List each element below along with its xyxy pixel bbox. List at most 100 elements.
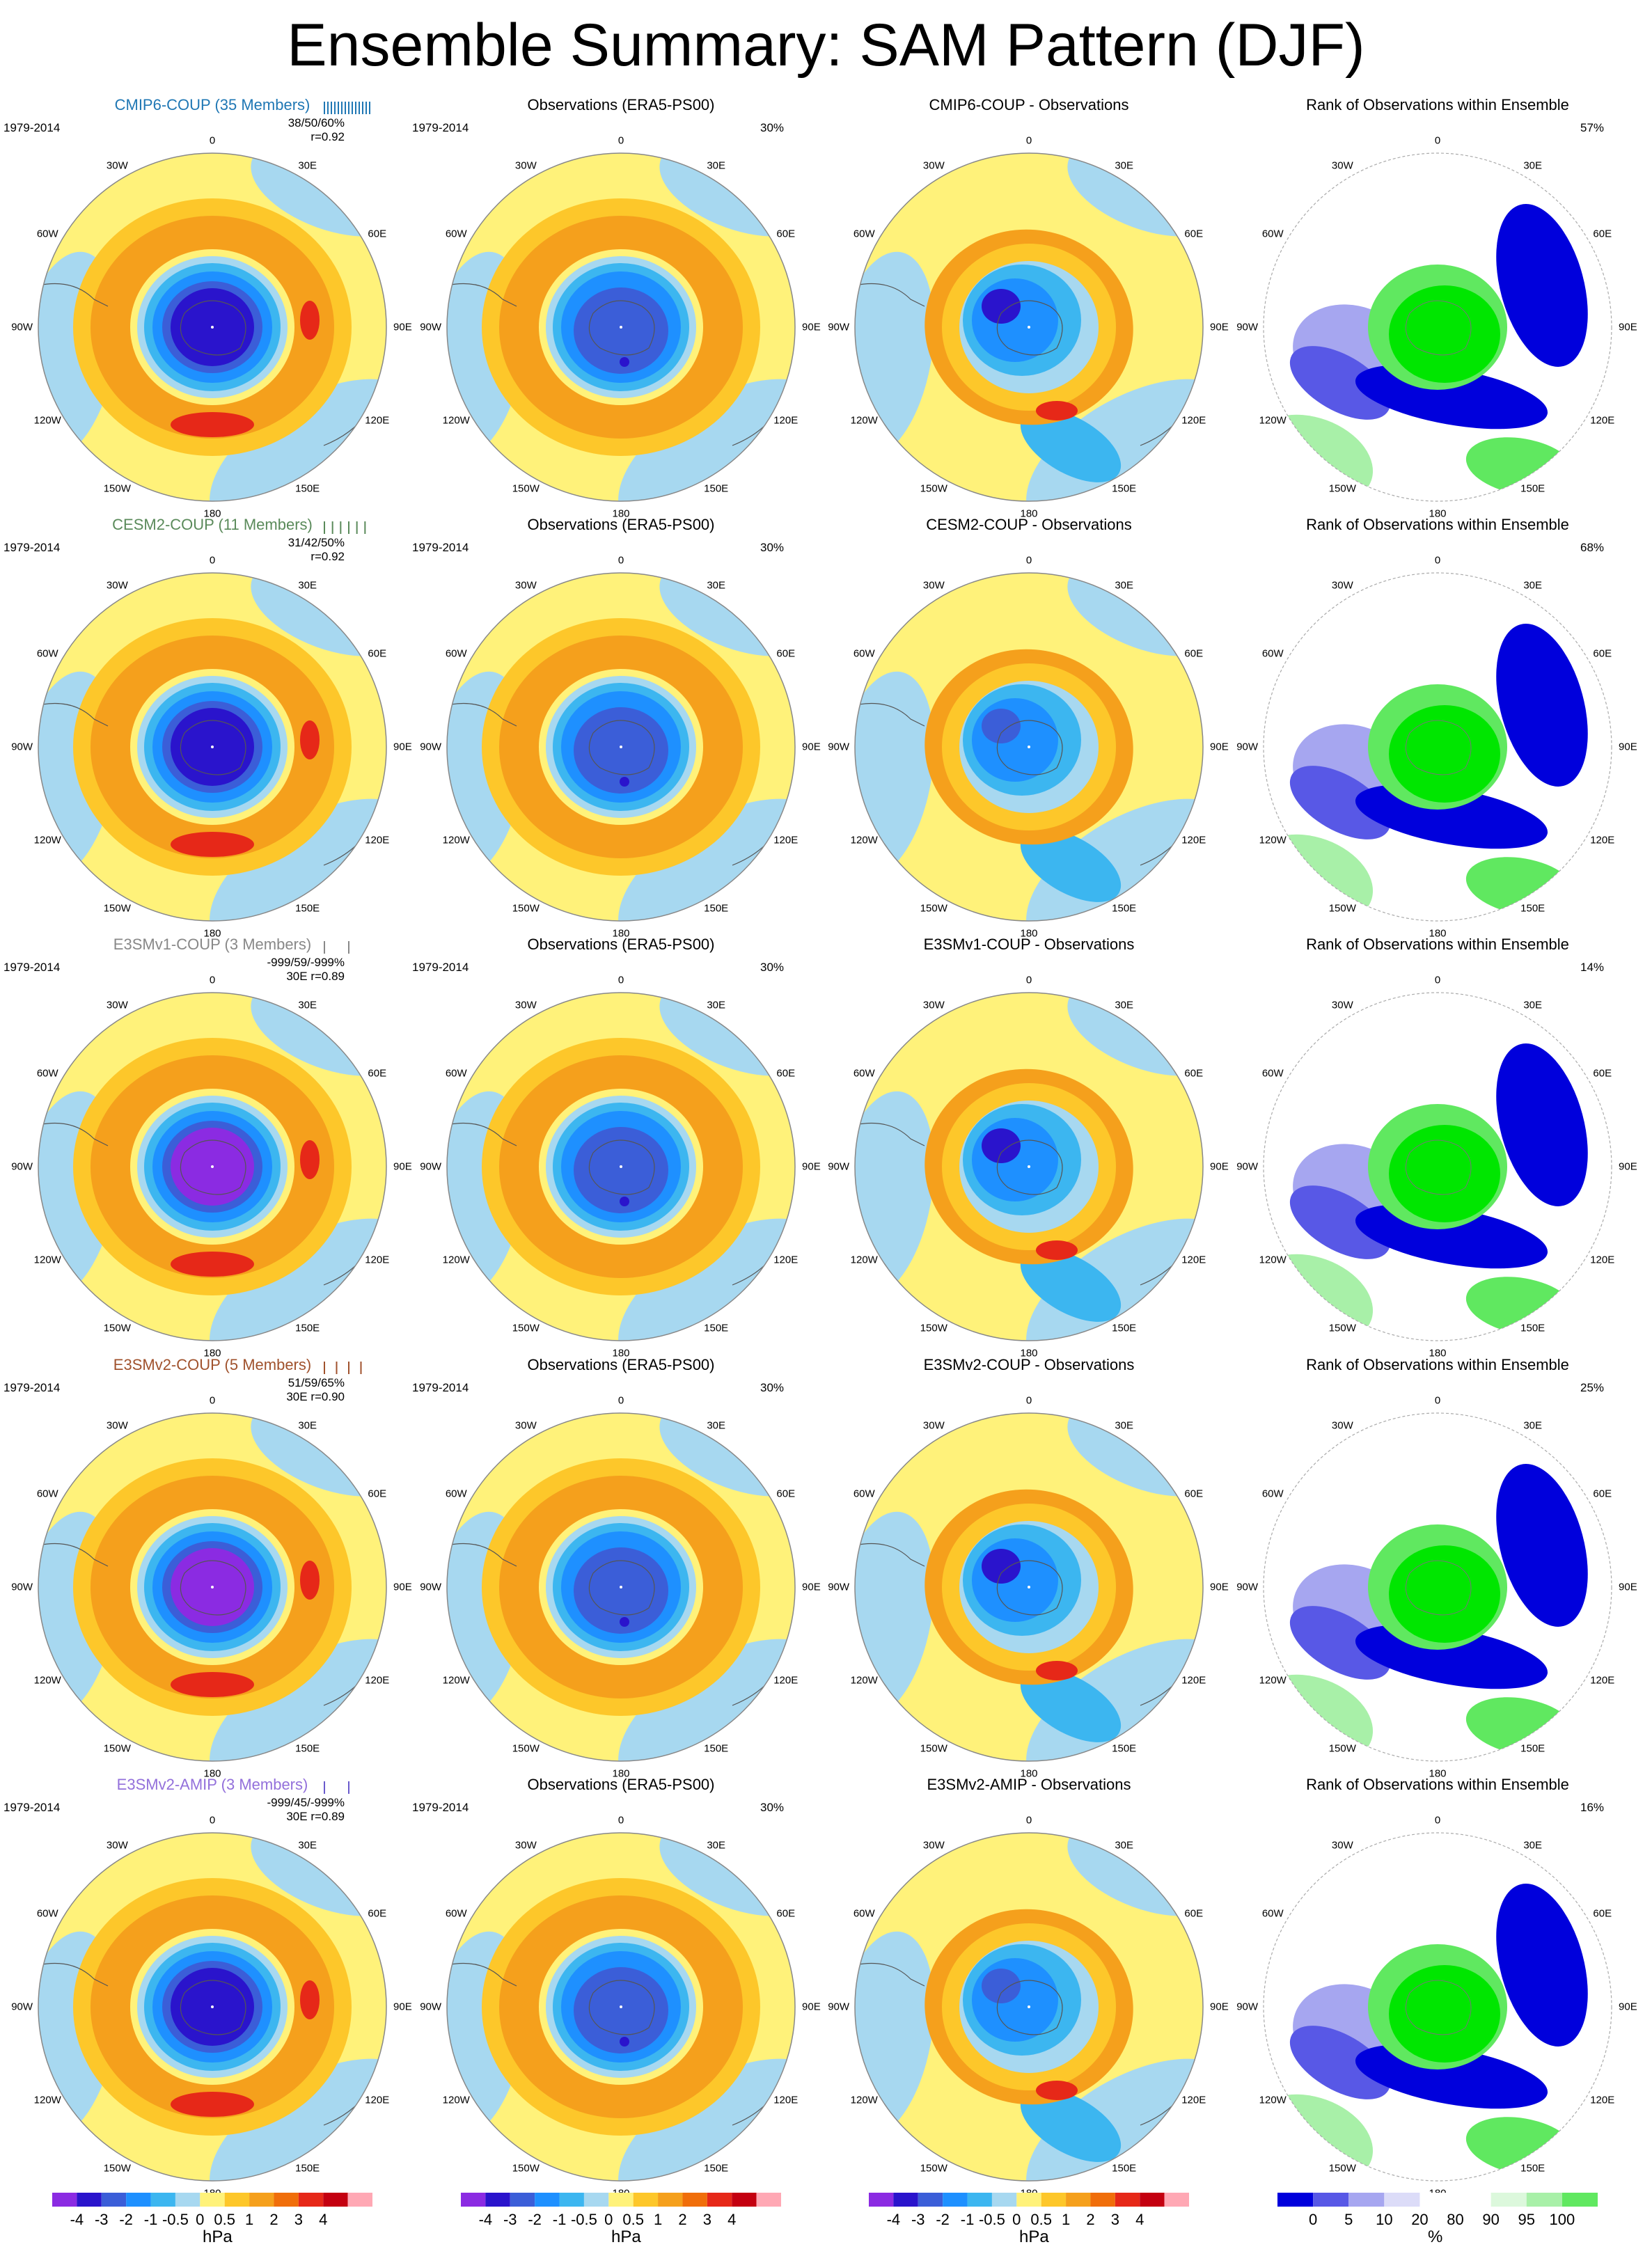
rank-percent: 25% xyxy=(1580,1381,1605,1394)
colorbar-tick-label: 2 xyxy=(1086,2211,1095,2228)
period-label: 1979-2014 xyxy=(412,1801,469,1814)
period-label: 1979-2014 xyxy=(412,961,469,974)
longitude-label-30w: 30W xyxy=(922,579,945,592)
colorbar-tick-label: 4 xyxy=(319,2211,328,2228)
longitude-label-180: 180 xyxy=(612,1767,630,1780)
longitude-label-30w: 30W xyxy=(1331,999,1353,1011)
pressure-colorbar xyxy=(869,2193,1189,2207)
longitude-label-0: 0 xyxy=(1434,1394,1441,1407)
contour-region xyxy=(620,1617,629,1627)
longitude-label-120e: 120E xyxy=(1590,414,1615,427)
map-border xyxy=(854,572,1204,922)
map-border xyxy=(1263,992,1612,1341)
colorbar-tick-label: -4 xyxy=(70,2211,84,2228)
colorbar-swatch xyxy=(633,2193,659,2207)
longitude-label-180: 180 xyxy=(1429,507,1447,520)
colorbar-swatch xyxy=(1313,2193,1349,2207)
contour-region xyxy=(972,698,1058,782)
observations-percent: 30% xyxy=(760,1801,785,1814)
longitude-label-30e: 30E xyxy=(707,999,726,1011)
contour-region xyxy=(1020,1669,1122,1742)
member-bar xyxy=(359,102,360,114)
longitude-label-150w: 150W xyxy=(103,902,131,915)
model-map xyxy=(38,152,387,502)
rank-map xyxy=(1263,152,1612,502)
longitude-label-30w: 30W xyxy=(514,1419,537,1432)
antarctica-coastline xyxy=(1405,720,1472,775)
longitude-label-60e: 60E xyxy=(368,228,387,240)
south-pole-marker xyxy=(1028,1586,1030,1588)
longitude-label-60e: 60E xyxy=(1184,647,1204,660)
contour-region xyxy=(1289,1606,1391,1680)
longitude-label-60w: 60W xyxy=(445,1488,467,1500)
longitude-label-0: 0 xyxy=(1025,974,1032,986)
colorbar-swatch xyxy=(1384,2193,1420,2207)
member-bar xyxy=(336,1362,338,1374)
colorbar-tick-label: 3 xyxy=(702,2211,711,2228)
contour-region xyxy=(982,1549,1021,1584)
map-border xyxy=(38,1832,387,2182)
antarctica-coastline xyxy=(996,1560,1063,1616)
longitude-label-30e: 30E xyxy=(298,999,317,1011)
member-bar xyxy=(348,941,349,954)
longitude-label-30w: 30W xyxy=(106,999,128,1011)
contour-region xyxy=(1389,285,1500,383)
difference-panel-title: E3SMv2-AMIP - Observations xyxy=(927,1776,1131,1793)
longitude-label-90w: 90W xyxy=(11,321,33,333)
model-map xyxy=(38,1412,387,1762)
longitude-label-60w: 60W xyxy=(36,1907,58,1920)
longitude-label-120e: 120E xyxy=(1590,2094,1615,2106)
antarctica-coastline xyxy=(588,1980,655,2035)
difference-panel-title: CESM2-COUP - Observations xyxy=(926,516,1132,533)
pattern-stats-line1: 51/59/65% xyxy=(288,1376,345,1389)
colorbar-tick-label: -2 xyxy=(528,2211,542,2228)
longitude-label-60e: 60E xyxy=(1184,1488,1204,1500)
longitude-label-150e: 150E xyxy=(704,1322,729,1334)
pattern-stats-line2: 30E r=0.89 xyxy=(286,970,345,983)
colorbar-swatch xyxy=(1016,2193,1041,2207)
longitude-label-180: 180 xyxy=(1429,1767,1447,1780)
contour-region xyxy=(1020,2088,1122,2162)
longitude-label-60w: 60W xyxy=(853,647,875,660)
observations-percent: 30% xyxy=(760,541,785,554)
longitude-label-150e: 150E xyxy=(295,482,320,495)
colorbar-swatch xyxy=(52,2193,77,2207)
longitude-label-30w: 30W xyxy=(514,1839,537,1852)
longitude-label-90e: 90E xyxy=(802,1581,821,1593)
colorbar-tick-label: -2 xyxy=(119,2211,133,2228)
south-pole-marker xyxy=(211,2005,214,2008)
colorbar-tick-label: 80 xyxy=(1447,2211,1464,2228)
longitude-label-60e: 60E xyxy=(1184,1067,1204,1080)
colorbar-swatch xyxy=(274,2193,299,2207)
contour-region xyxy=(620,1197,629,1206)
longitude-label-30e: 30E xyxy=(1523,1419,1543,1432)
map-border xyxy=(854,992,1204,1341)
colorbar-tick-label: 0 xyxy=(196,2211,205,2228)
longitude-label-120w: 120W xyxy=(850,1254,878,1266)
longitude-label-150e: 150E xyxy=(704,1742,729,1755)
colorbar-swatch xyxy=(869,2193,894,2207)
longitude-label-60e: 60E xyxy=(1593,228,1612,240)
antarctica-coastline xyxy=(1405,1560,1472,1616)
longitude-label-30e: 30E xyxy=(1115,579,1134,592)
obs-map xyxy=(446,1832,796,2182)
model-panel-title: E3SMv2-AMIP (3 Members) xyxy=(116,1776,308,1793)
longitude-label-90e: 90E xyxy=(393,741,412,753)
member-spread-bars xyxy=(324,941,349,954)
longitude-label-90e: 90E xyxy=(1619,321,1637,333)
colorbar-swatch xyxy=(732,2193,757,2207)
member-spread-bars xyxy=(324,1781,349,1794)
longitude-label-120e: 120E xyxy=(365,414,390,427)
rank-percent: 14% xyxy=(1580,961,1605,974)
longitude-label-0: 0 xyxy=(1025,1814,1032,1827)
longitude-label-30w: 30W xyxy=(514,999,537,1011)
member-spread-bars xyxy=(324,102,370,114)
map-border xyxy=(854,1832,1204,2182)
colorbar-unit: % xyxy=(1428,2227,1443,2246)
longitude-label-150w: 150W xyxy=(103,482,131,495)
colorbar-tick-label: 10 xyxy=(1376,2211,1393,2228)
longitude-label-30w: 30W xyxy=(922,1419,945,1432)
longitude-label-120e: 120E xyxy=(365,834,390,846)
longitude-label-30w: 30W xyxy=(514,159,537,172)
colorbar-swatch xyxy=(461,2193,486,2207)
